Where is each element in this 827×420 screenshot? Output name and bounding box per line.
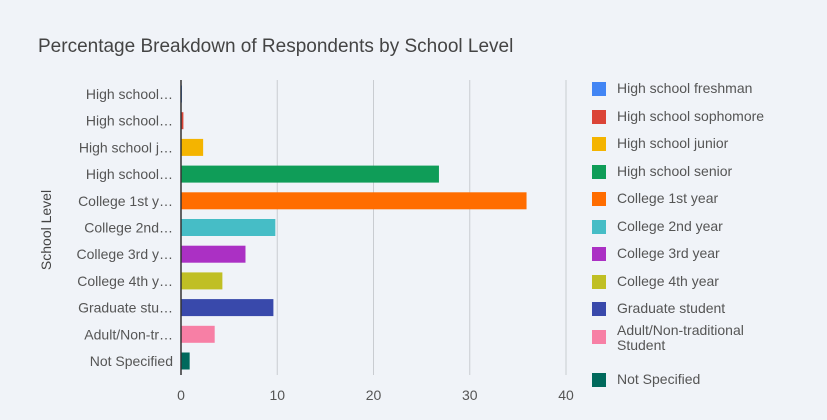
x-tick-label: 40 [558,387,574,403]
bar-9 [181,325,215,343]
y-tick-label: High school… [86,113,173,129]
y-tick-label: Graduate stu… [78,300,173,316]
legend-swatch [592,302,606,316]
y-tick-label: College 2nd… [84,220,173,236]
legend-label: College 3rd year [617,245,720,261]
x-tick-label: 30 [462,387,478,403]
legend-label: Adult/Non-traditional Student [617,322,744,353]
y-tick-label: Adult/Non-tr… [84,326,173,342]
y-tick-label: High school… [86,86,173,102]
x-tick-label: 10 [269,387,285,403]
y-tick-label: High school j… [79,139,173,155]
y-tick-label: College 3rd y… [77,246,174,262]
bar-5 [181,219,276,236]
legend-swatch [592,330,606,344]
legend-label: College 4th year [617,273,719,289]
bar-4 [181,192,527,210]
legend-label: College 2nd year [617,218,723,234]
x-tick-label: 0 [177,387,185,403]
bar-8 [181,299,274,317]
y-tick-label: Not Specified [90,353,173,369]
legend-label: Not Specified [617,371,701,387]
legend-swatch [592,82,606,96]
bar-1 [181,112,184,130]
legend-swatch [592,110,606,124]
legend-label: High school sophomore [617,108,765,124]
bar-7 [181,272,223,290]
legend-swatch [592,220,606,234]
legend-swatch [592,275,606,289]
y-tick-label: High school… [86,166,173,182]
y-tick-label: College 4th y… [77,273,173,289]
legend-label: High school junior [617,135,729,151]
legend-swatch [592,165,606,179]
bar-10 [181,352,190,370]
legend-label: College 1st year [617,190,719,206]
legend-swatch [592,192,606,206]
legend-label: High school freshman [617,80,753,96]
legend-label: High school senior [617,163,733,179]
legend-label: Graduate student [617,300,726,316]
legend-swatch [592,137,606,151]
bar-3 [181,165,439,183]
bar-6 [181,245,246,263]
legend-swatch [592,247,606,261]
y-tick-label: College 1st y… [78,193,173,209]
bar-2 [181,138,204,156]
x-tick-label: 20 [366,387,382,403]
chart-title: Percentage Breakdown of Respondents by S… [38,36,514,57]
legend-swatch [592,373,606,387]
